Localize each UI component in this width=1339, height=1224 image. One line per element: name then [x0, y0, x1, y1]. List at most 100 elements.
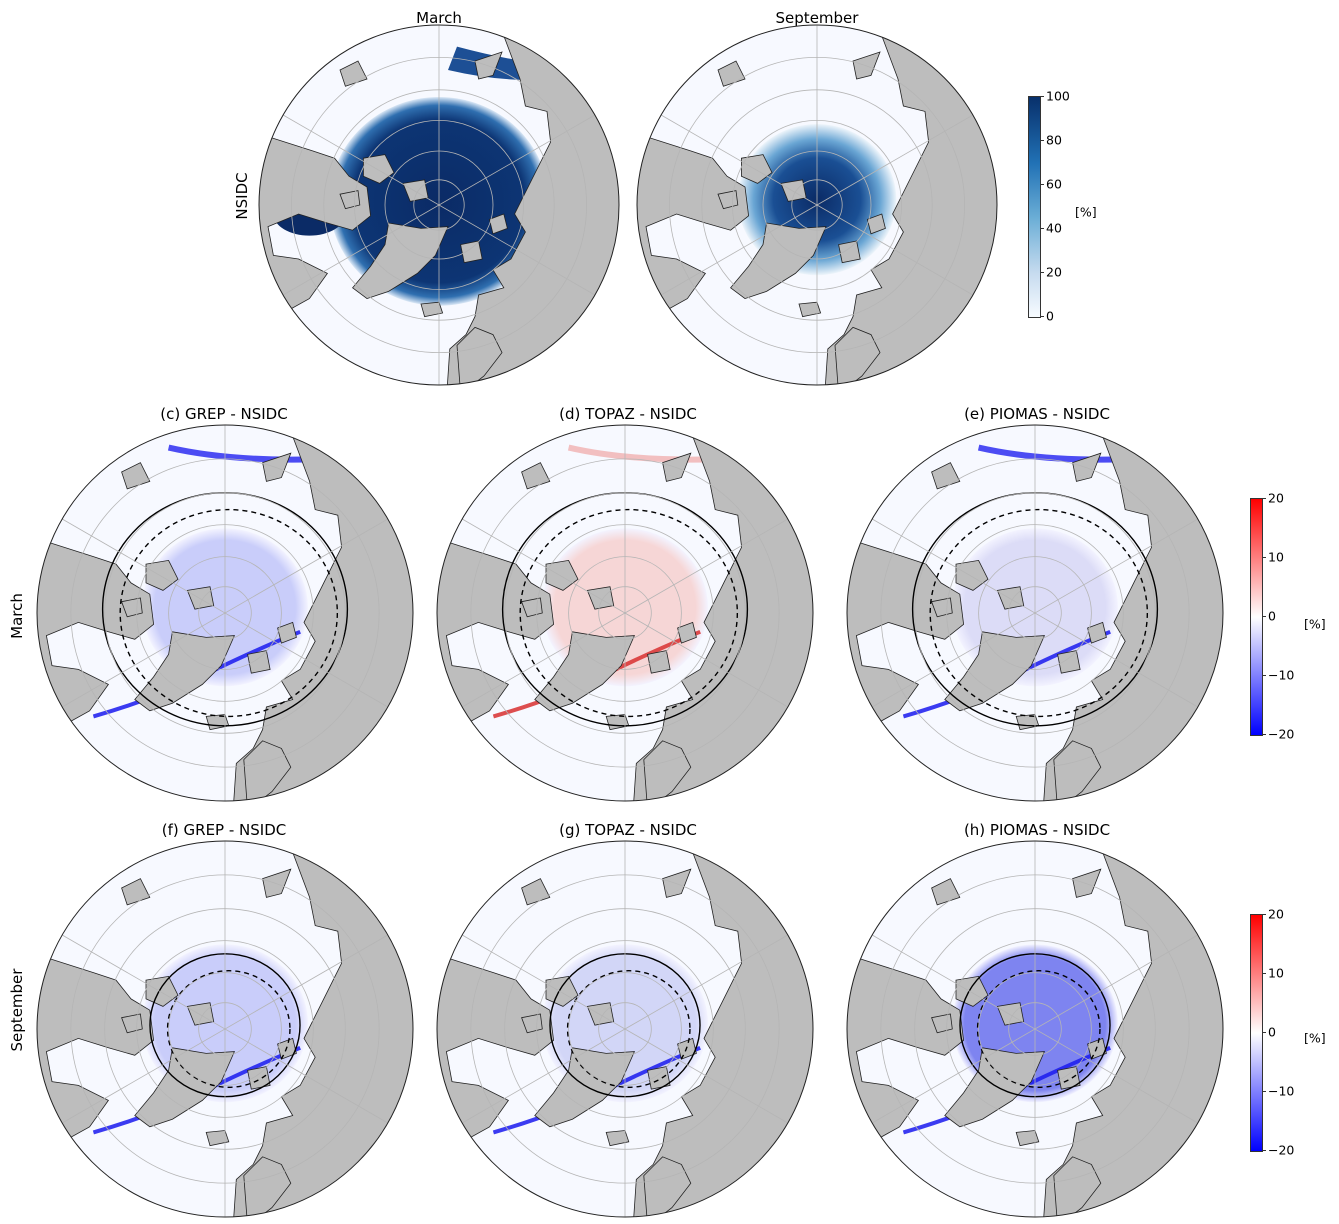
land-mass: [456, 326, 503, 385]
colorbar-tick-mark: [1262, 616, 1266, 617]
colorbar-tick-mark: [1262, 557, 1266, 558]
land-mass: [545, 559, 579, 591]
polar-map-grep-march: [36, 424, 414, 802]
land-mass: [277, 621, 297, 644]
land-mass: [145, 559, 179, 591]
land-mass: [1053, 1156, 1102, 1217]
colorbar-tick-label: 20: [1268, 490, 1284, 506]
land-mass: [186, 586, 215, 610]
polar-map-nsidc-march: [258, 24, 620, 386]
colorbar-tick-label: 80: [1046, 132, 1062, 148]
land-mass: [205, 1130, 230, 1147]
colorbar-tick-mark: [1040, 228, 1044, 229]
land-mass: [186, 1002, 215, 1026]
colorbar-concentration: [1028, 96, 1041, 318]
row-label-nsidc: NSIDC: [233, 172, 251, 220]
land-mass: [243, 740, 292, 801]
colorbar-tick-label: 20: [1268, 906, 1284, 922]
land-mass: [780, 179, 807, 202]
colorbar-tick-label: 60: [1046, 176, 1062, 192]
meridian-line: [61, 518, 389, 708]
colorbar-unit: [%]: [1304, 1030, 1326, 1046]
colorbar-tick-mark: [1262, 973, 1266, 974]
colorbar-difference-march: [1250, 498, 1263, 736]
land-mass: [741, 154, 773, 184]
colorbar-tick-mark: [1262, 1150, 1266, 1151]
row-label-september: September: [8, 968, 26, 1052]
panel-title: (d) TOPAZ - NSIDC: [559, 405, 697, 423]
land-mass: [866, 213, 886, 235]
land-mass: [247, 650, 271, 674]
land-mass: [586, 1002, 615, 1026]
land-mass: [262, 452, 292, 482]
colorbar-unit: [%]: [1075, 204, 1097, 220]
land-mass: [643, 740, 692, 801]
land-mass: [955, 559, 989, 591]
polar-map-topaz-march: [436, 424, 814, 802]
land-mass: [838, 240, 861, 264]
row-label-march: March: [8, 593, 26, 639]
colorbar-tick-mark: [1040, 140, 1044, 141]
land-mass: [677, 621, 697, 644]
colorbar-tick-label: 0: [1046, 308, 1054, 324]
land-mass: [545, 975, 579, 1007]
panel-title: September: [775, 9, 859, 27]
colorbar-tick-mark: [1262, 1091, 1266, 1092]
colorbar-tick-mark: [1262, 734, 1266, 735]
ice-edge-contour-obs: [976, 970, 1101, 1088]
colorbar-tick-mark: [1262, 914, 1266, 915]
land-mass: [402, 179, 429, 202]
land-mass: [662, 452, 692, 482]
colorbar-tick-mark: [1262, 675, 1266, 676]
land-mass: [1057, 650, 1081, 674]
land-mass: [474, 51, 503, 80]
map-boundary: [258, 24, 620, 386]
panel-title: (e) PIOMAS - NSIDC: [964, 405, 1110, 423]
land-mass: [586, 586, 615, 610]
land-mass: [1087, 621, 1107, 644]
polar-map-grep-september: [36, 840, 414, 1218]
ice-edge-contour-obs: [566, 970, 691, 1088]
colorbar-tick-mark: [1262, 498, 1266, 499]
colorbar-tick-label: 0: [1268, 1024, 1276, 1040]
colorbar-tick-label: 10: [1268, 965, 1284, 981]
colorbar-tick-label: −20: [1268, 1142, 1295, 1158]
panel-title: (g) TOPAZ - NSIDC: [559, 821, 697, 839]
colorbar-tick-label: −10: [1268, 1083, 1295, 1099]
land-mass: [1053, 740, 1102, 801]
panel-title: (f) GREP - NSIDC: [161, 821, 287, 839]
land-mass: [262, 868, 292, 898]
land-mass: [798, 301, 822, 318]
ice-edge-contour-obs: [519, 508, 739, 718]
land-mass: [647, 650, 671, 674]
ice-edge-contour-obs: [929, 508, 1149, 718]
land-mass: [605, 1130, 630, 1147]
colorbar-tick-label: −10: [1268, 667, 1295, 683]
land-mass: [852, 51, 881, 80]
polar-map-piomas-march: [846, 424, 1224, 802]
map-boundary: [436, 840, 814, 1218]
meridian-line: [461, 934, 789, 1124]
meridian-line: [282, 114, 596, 296]
colorbar-difference-september: [1250, 914, 1263, 1152]
polar-map-topaz-september: [436, 840, 814, 1218]
land-mass: [955, 975, 989, 1007]
panel-title: (c) GREP - NSIDC: [160, 405, 288, 423]
land-mass: [643, 1156, 692, 1217]
land-mass: [420, 301, 444, 318]
land-mass: [1057, 1066, 1081, 1090]
polar-map-nsidc-september: [636, 24, 998, 386]
ice-edge-contour-obs: [166, 970, 291, 1088]
colorbar-tick-label: 0: [1268, 608, 1276, 624]
map-boundary: [846, 840, 1224, 1218]
land-mass: [834, 326, 881, 385]
colorbar-tick-label: 20: [1046, 264, 1062, 280]
colorbar-tick-mark: [1040, 96, 1044, 97]
meridian-line: [61, 934, 389, 1124]
panel-title: March: [416, 9, 462, 27]
land-mass: [363, 154, 395, 184]
colorbar-tick-label: 10: [1268, 549, 1284, 565]
meridian-line: [871, 518, 1199, 708]
colorbar-tick-mark: [1040, 272, 1044, 273]
colorbar-unit: [%]: [1304, 616, 1326, 632]
